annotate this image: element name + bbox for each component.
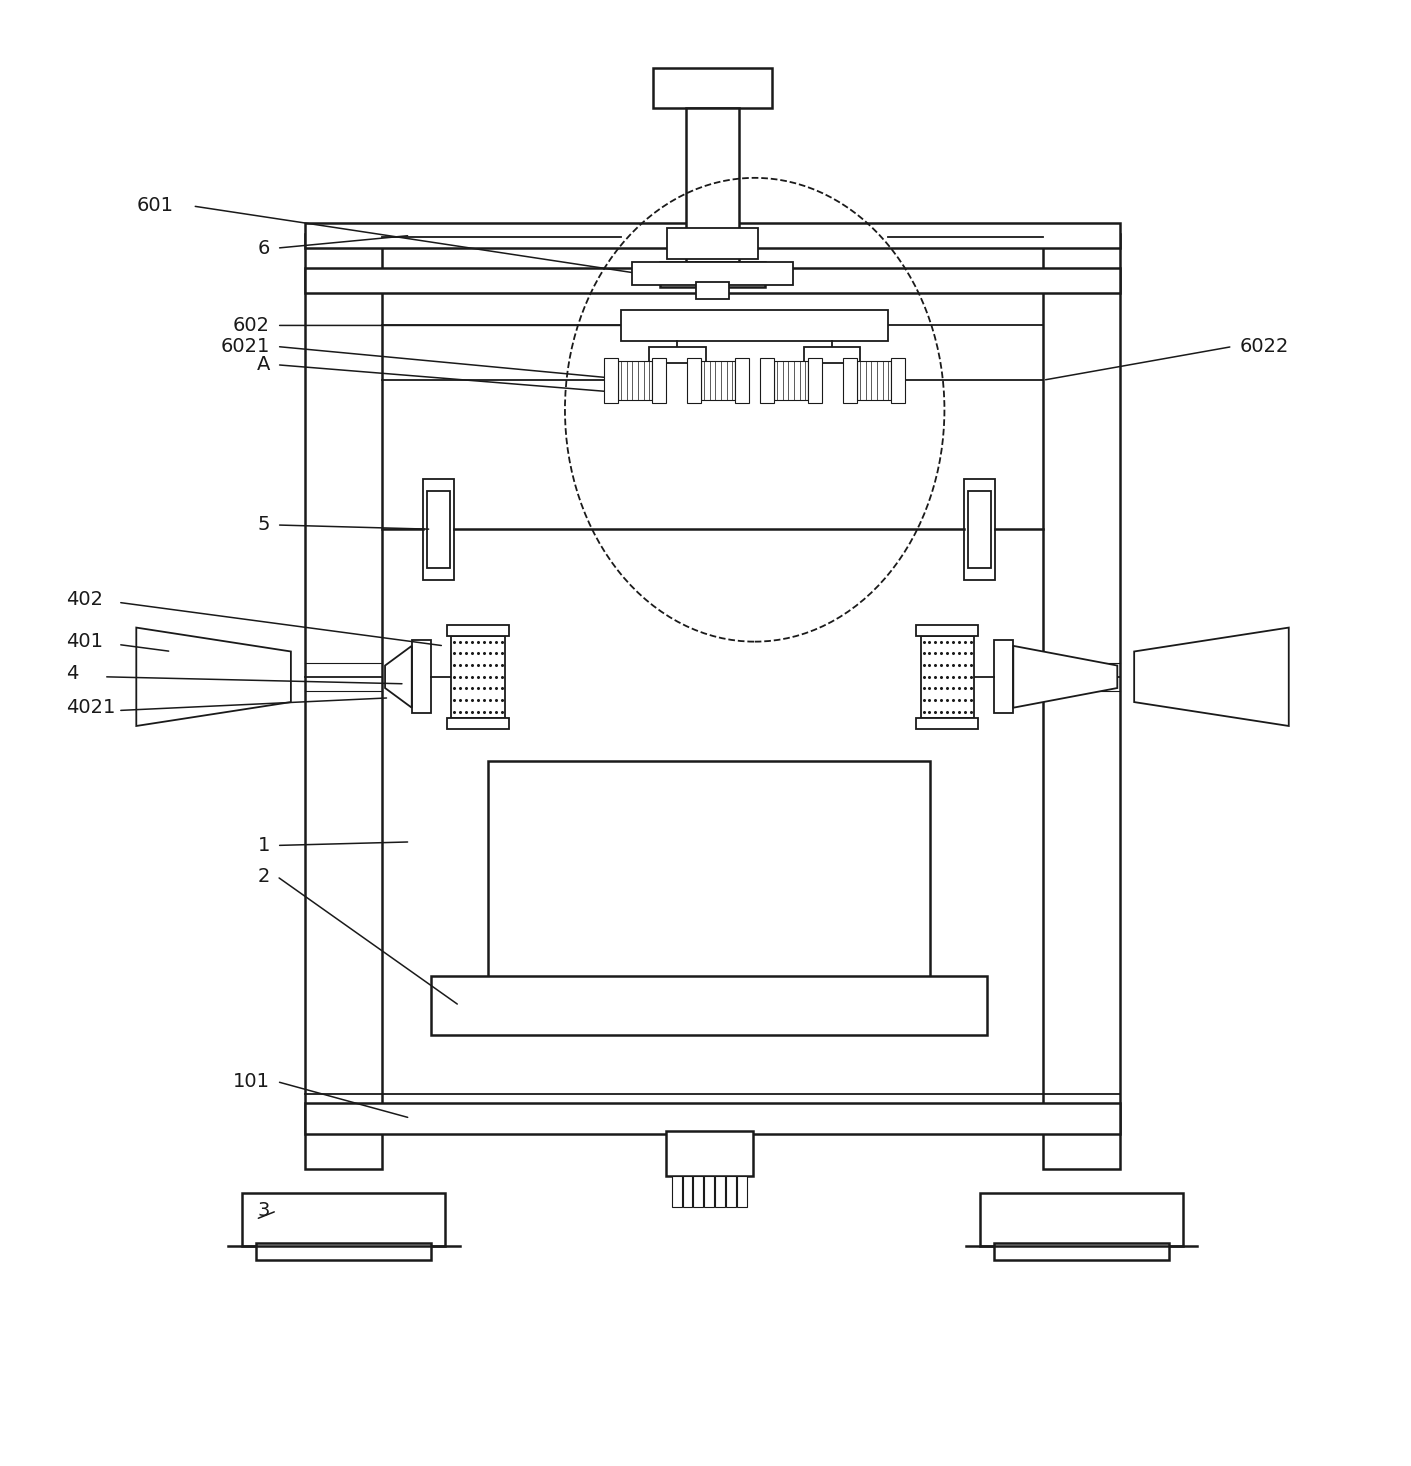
Bar [432,976,986,1035]
Bar [715,1176,725,1207]
Bar [660,262,765,287]
Bar [916,625,978,636]
Text: 5: 5 [257,516,270,535]
Bar [618,361,652,400]
Bar [452,636,505,717]
Bar [979,1192,1184,1246]
Bar [968,491,991,567]
Text: 602: 602 [233,315,270,334]
Text: 402: 402 [66,589,103,608]
Bar [964,478,995,581]
Bar [488,761,930,979]
Bar [447,717,509,729]
Bar [604,358,618,403]
Bar [621,309,888,342]
Bar [305,1102,1120,1133]
Bar [412,641,432,714]
Text: 3: 3 [257,1201,270,1220]
Bar [993,641,1013,714]
Bar [809,358,823,403]
Bar [696,281,729,299]
Polygon shape [1013,647,1118,708]
Bar [632,262,793,284]
Bar [737,1176,746,1207]
Bar [804,346,861,364]
Bar [672,1176,682,1207]
Bar [305,268,1120,293]
Bar [667,229,758,259]
Polygon shape [137,627,291,726]
Bar [693,1176,703,1207]
Bar [683,1176,693,1207]
Bar [844,358,858,403]
Text: 101: 101 [233,1072,270,1091]
Text: 1: 1 [257,836,270,855]
Text: 601: 601 [137,196,174,216]
Polygon shape [385,647,412,708]
Bar [735,358,749,403]
Bar [305,223,1120,248]
Text: 4021: 4021 [66,698,116,717]
Bar [305,235,382,1168]
Bar [423,478,454,581]
Bar [241,1192,446,1246]
Bar [1043,235,1120,1168]
Text: 2: 2 [257,866,270,885]
Bar [701,361,735,400]
Bar [775,361,809,400]
Bar [686,107,739,262]
Bar [858,361,890,400]
Text: 6022: 6022 [1240,337,1288,356]
Text: A: A [257,355,270,374]
Polygon shape [1134,627,1288,726]
Bar [993,1243,1170,1261]
Bar [704,1176,714,1207]
Bar [653,69,772,107]
Bar [666,1130,753,1176]
Text: 6021: 6021 [220,337,270,356]
Bar [890,358,904,403]
Text: 4: 4 [66,664,79,683]
Text: 401: 401 [66,632,103,651]
Text: 6: 6 [257,239,270,258]
Bar [447,625,509,636]
Bar [761,358,775,403]
Bar [652,358,666,403]
Bar [428,491,450,567]
Bar [920,636,974,717]
Bar [255,1243,432,1261]
Bar [649,346,706,364]
Bar [727,1176,735,1207]
Bar [916,717,978,729]
Bar [687,358,701,403]
